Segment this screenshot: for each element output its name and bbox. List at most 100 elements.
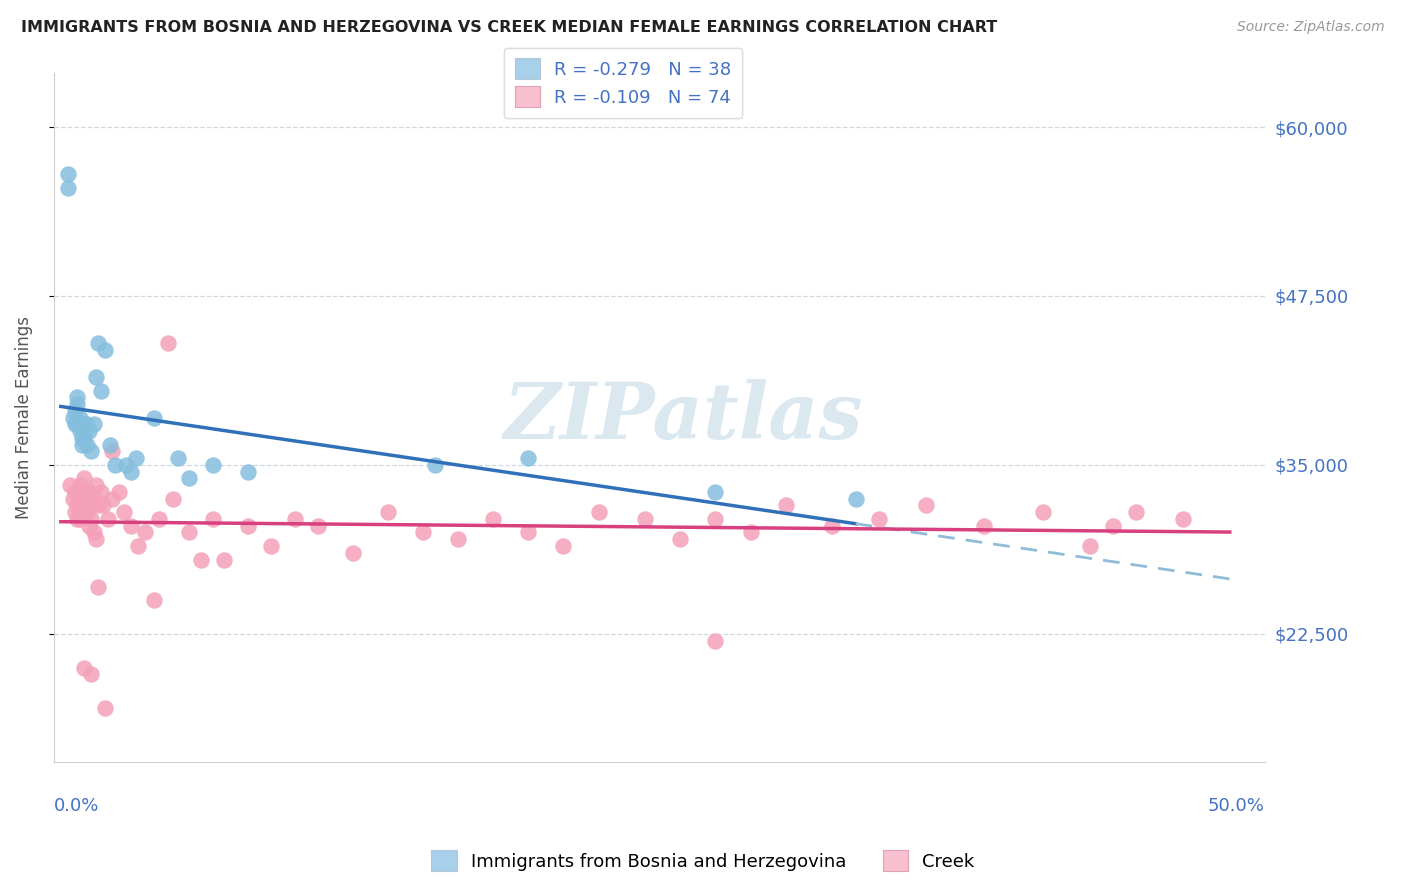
Point <box>588 505 610 519</box>
Point <box>59 478 82 492</box>
Point <box>214 552 236 566</box>
Point <box>162 491 184 506</box>
Point <box>87 580 110 594</box>
Point <box>704 633 727 648</box>
Point <box>76 491 98 506</box>
Point <box>1102 518 1125 533</box>
Point <box>70 437 93 451</box>
Point <box>73 431 96 445</box>
Point <box>66 397 89 411</box>
Point <box>127 539 149 553</box>
Point <box>84 478 107 492</box>
Point <box>70 431 93 445</box>
Point <box>73 417 96 432</box>
Point <box>704 484 727 499</box>
Y-axis label: Median Female Earnings: Median Female Earnings <box>15 316 32 519</box>
Point <box>704 512 727 526</box>
Point <box>517 525 540 540</box>
Point <box>66 390 89 404</box>
Text: IMMIGRANTS FROM BOSNIA AND HERZEGOVINA VS CREEK MEDIAN FEMALE EARNINGS CORRELATI: IMMIGRANTS FROM BOSNIA AND HERZEGOVINA V… <box>21 20 997 35</box>
Point <box>482 512 505 526</box>
Point <box>94 343 117 357</box>
Point <box>190 552 212 566</box>
Text: Source: ZipAtlas.com: Source: ZipAtlas.com <box>1237 20 1385 34</box>
Point <box>669 533 692 547</box>
Point <box>77 518 100 533</box>
Point <box>80 512 103 526</box>
Point <box>69 410 91 425</box>
Point <box>260 539 283 553</box>
Legend: Immigrants from Bosnia and Herzegovina, Creek: Immigrants from Bosnia and Herzegovina, … <box>425 843 981 879</box>
Point <box>77 424 100 438</box>
Point <box>94 701 117 715</box>
Point <box>69 478 91 492</box>
Point <box>236 465 259 479</box>
Point <box>412 525 434 540</box>
Point <box>63 484 86 499</box>
Point <box>69 512 91 526</box>
Point <box>517 451 540 466</box>
Point <box>377 505 399 519</box>
Point <box>66 512 89 526</box>
Point <box>740 525 762 540</box>
Point <box>76 417 98 432</box>
Point <box>104 458 127 472</box>
Point <box>80 499 103 513</box>
Point <box>236 518 259 533</box>
Point <box>87 336 110 351</box>
Point <box>120 518 142 533</box>
Point <box>915 499 938 513</box>
Point <box>148 512 170 526</box>
Point <box>73 471 96 485</box>
Point <box>76 437 98 451</box>
Point <box>1032 505 1054 519</box>
Point <box>80 444 103 458</box>
Point <box>1078 539 1101 553</box>
Point <box>69 424 91 438</box>
Point <box>73 484 96 499</box>
Legend: R = -0.279   N = 38, R = -0.109   N = 74: R = -0.279 N = 38, R = -0.109 N = 74 <box>503 47 742 118</box>
Point <box>80 667 103 681</box>
Point <box>101 491 124 506</box>
Point <box>101 444 124 458</box>
Text: ZIPatlas: ZIPatlas <box>503 379 863 456</box>
Point <box>73 499 96 513</box>
Point <box>201 512 224 526</box>
Text: 0.0%: 0.0% <box>53 797 100 814</box>
Point <box>73 424 96 438</box>
Point <box>62 491 84 506</box>
Point <box>553 539 575 553</box>
Point <box>70 505 93 519</box>
Point <box>63 417 86 432</box>
Point <box>66 499 89 513</box>
Point <box>179 471 201 485</box>
Point <box>157 336 180 351</box>
Point <box>775 499 797 513</box>
Point <box>821 518 844 533</box>
Point <box>90 484 112 499</box>
Point <box>143 593 166 607</box>
Point <box>112 505 135 519</box>
Point <box>98 437 121 451</box>
Point <box>63 505 86 519</box>
Point <box>1171 512 1194 526</box>
Point <box>108 484 131 499</box>
Point <box>56 167 79 181</box>
Point <box>143 410 166 425</box>
Point <box>634 512 657 526</box>
Text: 50.0%: 50.0% <box>1208 797 1265 814</box>
Point <box>77 484 100 499</box>
Point <box>70 499 93 513</box>
Point <box>69 491 91 506</box>
Point <box>423 458 446 472</box>
Point <box>284 512 307 526</box>
Point <box>83 525 105 540</box>
Point <box>868 512 890 526</box>
Point <box>56 181 79 195</box>
Point <box>447 533 470 547</box>
Point <box>87 499 110 513</box>
Point <box>134 525 156 540</box>
Point <box>973 518 995 533</box>
Point <box>120 465 142 479</box>
Point <box>62 410 84 425</box>
